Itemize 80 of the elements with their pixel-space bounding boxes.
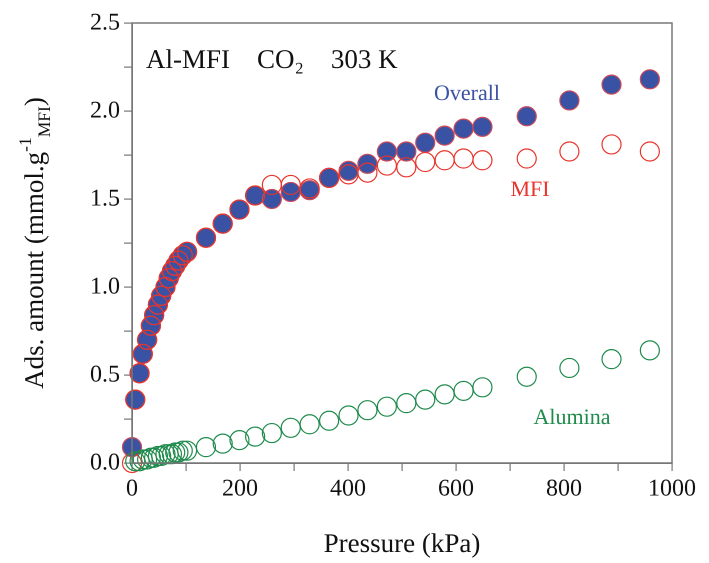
point: [172, 440, 193, 461]
point: [559, 90, 580, 111]
point: [415, 390, 436, 410]
point: [453, 148, 474, 169]
point: [196, 437, 216, 458]
x-tick-label: 1000: [648, 476, 696, 502]
x-tick-label: 0: [126, 476, 138, 502]
y-tick-label: 0.5: [90, 361, 120, 388]
point: [472, 377, 493, 398]
y-tick-label: 0.0: [90, 449, 120, 476]
y-tick-label: 1.5: [90, 185, 120, 212]
point: [338, 164, 359, 184]
x-tick-label: 800: [546, 476, 582, 502]
point: [148, 446, 168, 466]
series-label: MFI: [510, 176, 550, 201]
y-tick-label: 1.0: [90, 273, 120, 300]
point: [559, 141, 580, 162]
point: [155, 444, 176, 464]
point: [137, 449, 158, 470]
point: [357, 400, 378, 420]
point: [280, 418, 301, 438]
y-axis-title: Ads. amount (mmol.g-1MFI): [15, 97, 54, 389]
point: [472, 116, 493, 137]
point: [165, 442, 186, 463]
point: [151, 446, 172, 466]
point: [559, 358, 580, 378]
point: [415, 132, 436, 153]
point: [516, 148, 537, 169]
point: [262, 188, 282, 210]
point: [434, 150, 455, 170]
point: [125, 451, 146, 472]
point: [140, 448, 161, 468]
point: [434, 126, 455, 146]
point: [338, 405, 359, 426]
series-label: Overall: [434, 80, 500, 105]
point: [245, 426, 266, 447]
x-tick-label: 600: [438, 476, 474, 502]
point: [396, 141, 416, 162]
point: [129, 451, 150, 472]
point: [434, 384, 455, 404]
point: [262, 174, 282, 196]
point: [601, 74, 622, 95]
point: [319, 410, 340, 431]
point: [162, 444, 182, 464]
x-tick-label: 200: [222, 476, 258, 502]
point: [376, 396, 397, 417]
point: [640, 69, 660, 90]
point: [376, 155, 397, 176]
point: [415, 152, 436, 172]
point: [300, 414, 320, 434]
point: [640, 340, 660, 360]
point: [158, 444, 179, 464]
point: [396, 157, 416, 178]
point: [472, 150, 493, 170]
point: [262, 422, 282, 444]
point: [453, 380, 474, 401]
point: [516, 106, 537, 126]
point: [453, 118, 474, 139]
point: [132, 449, 153, 470]
point: [144, 448, 164, 468]
point: [122, 452, 142, 474]
text: Al-MFI CO₂ 303 K: [146, 44, 398, 74]
point: [176, 440, 198, 461]
point: [640, 141, 660, 162]
point: [601, 349, 622, 370]
point: [396, 393, 416, 414]
x-tick-label: 400: [330, 476, 366, 502]
point: [376, 141, 397, 162]
point: [229, 430, 250, 450]
point: [516, 366, 537, 387]
point: [280, 174, 301, 196]
x-axis-title: Pressure (kPa): [324, 528, 480, 558]
point: [212, 434, 233, 454]
point: [357, 154, 378, 174]
series-label: Alumina: [534, 404, 611, 429]
y-tick-label: 2.5: [90, 9, 120, 36]
point: [601, 134, 622, 155]
point: [168, 442, 189, 463]
point: [357, 162, 378, 183]
y-tick-label: 2.0: [90, 97, 120, 124]
